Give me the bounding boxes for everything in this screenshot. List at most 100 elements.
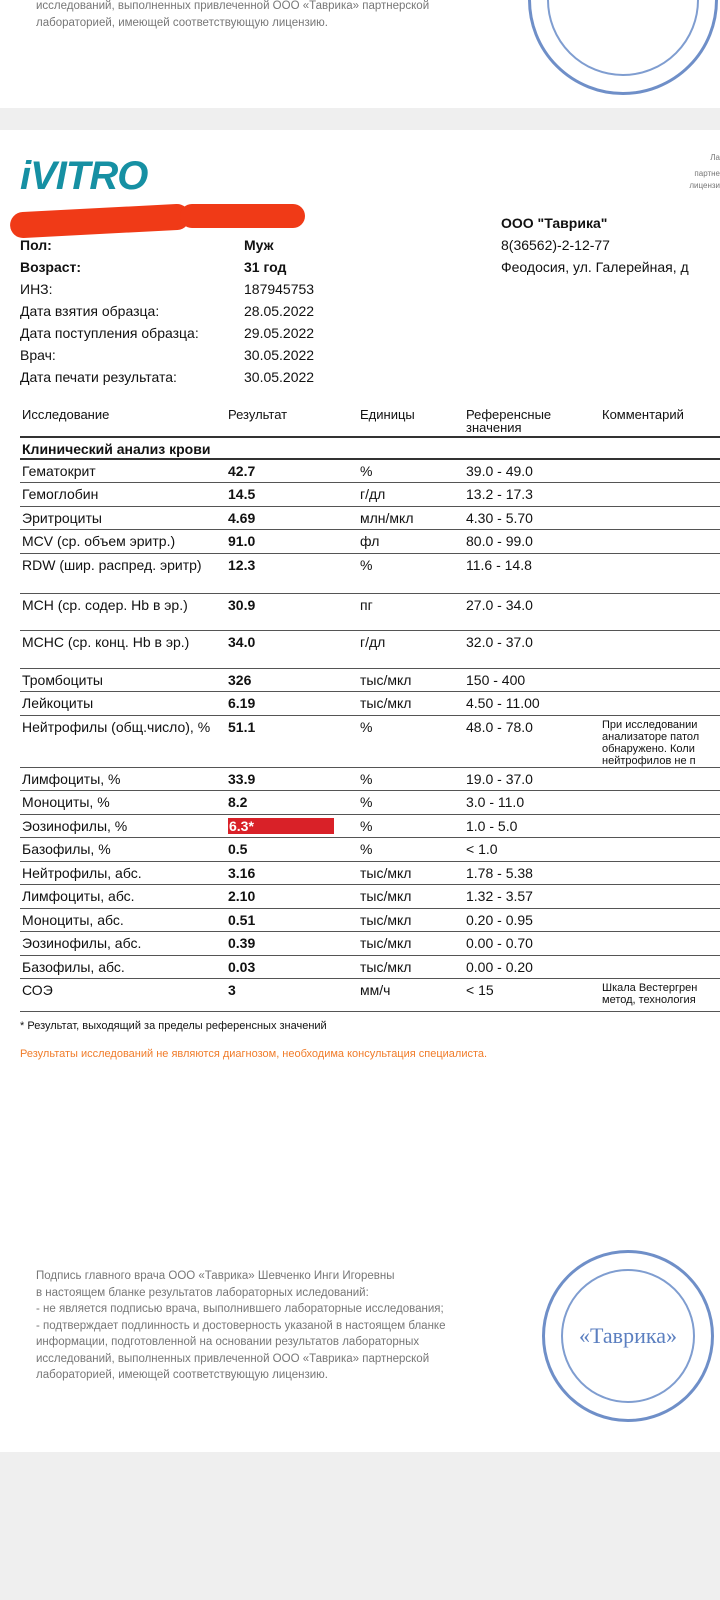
units: пг (358, 593, 464, 631)
field-value: 187945753 (244, 281, 315, 297)
comment (600, 861, 720, 885)
field-value: 30.05.2022 (244, 347, 315, 363)
signature-line: исследований, выполненных привлеченной О… (36, 1352, 430, 1365)
table-row: Нейтрофилы (общ.число), % 51.1% 48.0 - 78.… (20, 715, 720, 768)
signature-line: - не является подписью врача, выполнивше… (36, 1303, 444, 1315)
test-name: Базофилы, % (20, 837, 226, 862)
table-row: Базофилы, абс. 0.03 тыс/мкл 0.00 - 0.20 (20, 955, 720, 979)
units: фл (358, 529, 464, 554)
signature-line: информации, подготовленной на основании … (36, 1336, 420, 1348)
reference-range: 48.0 - 78.0 (464, 715, 600, 768)
result-value: 51.1 (226, 715, 358, 768)
result-value: 8.2 (226, 790, 358, 815)
reference-range: 80.0 - 99.0 (464, 529, 600, 554)
reference-range: 1.78 - 5.38 (464, 861, 600, 885)
units: мм/ч (358, 978, 464, 1012)
result-value: 0.5 (226, 837, 358, 862)
reference-range: 11.6 - 14.8 (464, 553, 600, 594)
prev-text-line: лабораторией, имеющей соответствующую ли… (36, 16, 328, 29)
reference-range: 32.0 - 37.0 (464, 630, 600, 669)
header-fragment: Ла (710, 153, 720, 162)
reference-range: 4.50 - 11.00 (464, 691, 600, 716)
stamp-image: «Таврика» (542, 1250, 714, 1422)
signature-line: - подтверждает подлинность и достовернос… (36, 1319, 446, 1332)
comment (600, 884, 720, 909)
test-name: Гематокрит (20, 459, 226, 483)
lab-address: Феодосия, ул. Галерейная, д (501, 259, 689, 275)
comment (600, 553, 720, 594)
result-value: 0.03 (226, 955, 358, 979)
table-row: MCV (ср. объем эритр.) 91.0 фл 80.0 - 99.0 (20, 529, 720, 554)
field-value: Муж (244, 237, 274, 253)
col-header: Комментарий (600, 405, 720, 438)
field-label: Дата взятия образца: (20, 303, 160, 319)
col-header: Единицы (358, 405, 464, 438)
header-fragment: партне (694, 169, 720, 178)
ivitro-logo: iVITRO (20, 154, 148, 198)
result-value: 3.16 (226, 861, 358, 885)
header-fragment: лицензи (689, 181, 720, 190)
table-row: RDW (шир. распред. эритр) 12.3% 11.6 - 14.… (20, 553, 720, 594)
reference-range: 150 - 400 (464, 668, 600, 692)
lab-name: ООО "Таврика" (501, 215, 608, 231)
redaction (180, 204, 305, 228)
units: % (358, 553, 464, 594)
test-name: СОЭ (20, 978, 226, 1012)
field-value: 29.05.2022 (244, 325, 315, 341)
result-value: 33.9 (226, 767, 358, 791)
field-label: Возраст: (20, 259, 82, 275)
col-header: Результат (226, 405, 358, 438)
units: тыс/мкл (358, 668, 464, 692)
table-row: Моноциты, % 8.2% 3.0 - 11.0 (20, 790, 720, 815)
reference-range: 19.0 - 37.0 (464, 767, 600, 791)
units: % (358, 837, 464, 862)
test-name: Гемоглобин (20, 482, 226, 507)
units: млн/мкл (358, 506, 464, 530)
stamp-text: «Таврика» (579, 1323, 677, 1348)
reference-range: 0.00 - 0.20 (464, 955, 600, 979)
reference-range: 27.0 - 34.0 (464, 593, 600, 631)
units: % (358, 790, 464, 815)
comment (600, 908, 720, 932)
comment (600, 506, 720, 530)
field-label: Дата печати результата: (20, 369, 177, 385)
field-value: 28.05.2022 (244, 303, 315, 319)
result-value: 30.9 (226, 593, 358, 631)
table-row: Гемоглобин 14.5 г/дл 13.2 - 17.3 (20, 482, 720, 507)
table-row: СОЭ 3 мм/ч < 15 Шкала Вестергрен метод, техн… (20, 978, 720, 1012)
field-label: Пол: (20, 237, 52, 253)
comment (600, 814, 720, 838)
comment (600, 837, 720, 862)
signature-line: лабораторией, имеющей соответствующую ли… (36, 1369, 328, 1381)
result-value: 14.5 (226, 482, 358, 507)
comment (600, 630, 720, 669)
units: % (358, 767, 464, 791)
comment (600, 593, 720, 631)
section-title: Клинический анализ крови (20, 437, 720, 460)
reference-range: 3.0 - 11.0 (464, 790, 600, 815)
table-row: MCHC (ср. конц. Hb в эр.) 34.0 г/дл 32.0 - … (20, 630, 720, 669)
comment (600, 931, 720, 956)
test-name: MCV (ср. объем эритр.) (20, 529, 226, 554)
units: тыс/мкл (358, 884, 464, 909)
field-label: Дата поступления образца: (20, 325, 199, 341)
reference-range: 1.32 - 3.57 (464, 884, 600, 909)
reference-range: 39.0 - 49.0 (464, 459, 600, 483)
units: тыс/мкл (358, 931, 464, 956)
prev-text-line: исследований, выполненных привлеченной О… (36, 0, 430, 12)
test-name: Нейтрофилы (общ.число), % (20, 715, 226, 768)
result-value: 326 (226, 668, 358, 692)
table-row: Лимфоциты, % 33.9% 19.0 - 37.0 (20, 767, 720, 791)
result-value: 6.3* (226, 814, 358, 838)
previous-page: исследований, выполненных привлеченной О… (0, 0, 720, 108)
table-row: Эозинофилы, абс. 0.39 тыс/мкл 0.00 - 0.70 (20, 931, 720, 956)
comment: При исследовании анализаторе патол обнар… (600, 715, 720, 768)
comment (600, 459, 720, 483)
table-row: Эозинофилы, % 6.3*% 1.0 - 5.0 (20, 814, 720, 838)
units: тыс/мкл (358, 861, 464, 885)
warning-text: Результаты исследований не являются диаг… (20, 1048, 488, 1060)
table-row: Лимфоциты, абс. 2.10 тыс/мкл 1.32 - 3.57 (20, 884, 720, 909)
units: % (358, 814, 464, 838)
comment (600, 482, 720, 507)
footnote: * Результат, выходящий за пределы рефере… (20, 1020, 327, 1032)
